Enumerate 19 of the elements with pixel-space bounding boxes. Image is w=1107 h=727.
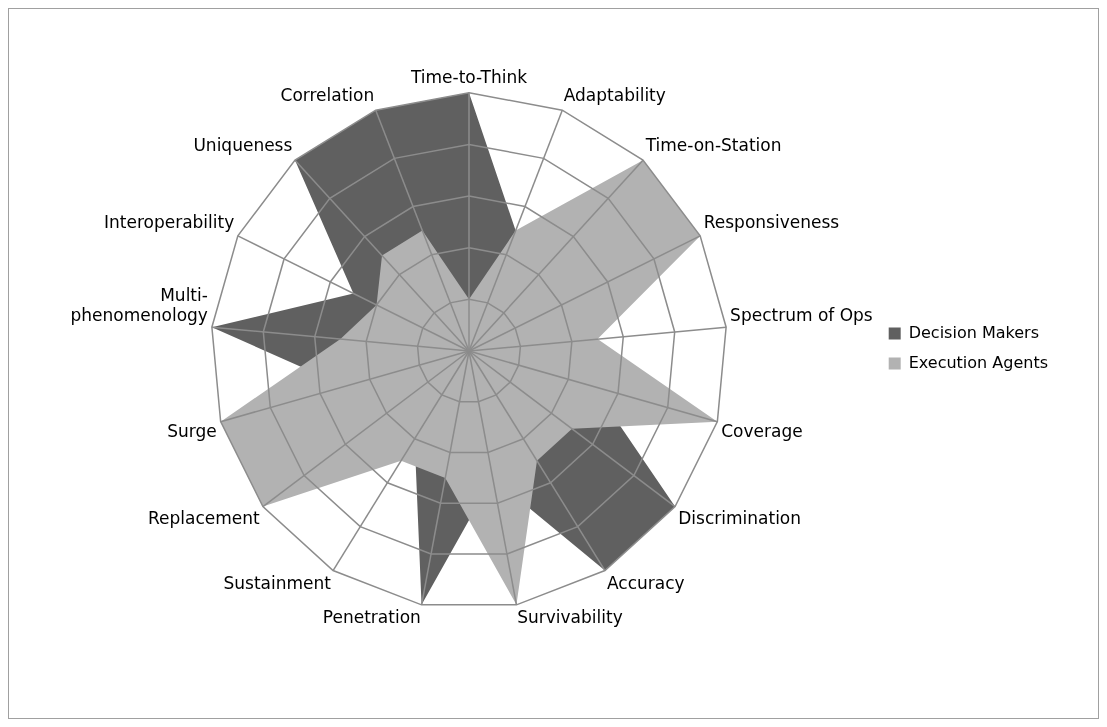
spoke-label: Multi-phenomenology [70,284,208,326]
spoke-label: Interoperability [103,212,235,233]
spoke-label: Uniqueness [193,135,293,156]
spoke-label: Survivability [517,607,623,628]
spoke-label: Penetration [322,607,421,628]
legend-label: Execution Agents [908,352,1048,372]
spoke-label: Adaptability [563,84,666,105]
spoke-label: Replacement [148,507,261,528]
spoke-label: Surge [167,421,217,442]
spoke-label: Accuracy [607,572,685,593]
spoke-label: Time-on-Station [644,135,782,156]
spoke-label: Sustainment [223,572,332,593]
spoke-label: Coverage [721,421,803,442]
spoke-label: Time-to-Think [409,67,528,87]
spoke-label: Correlation [280,84,375,105]
spoke-label: Discrimination [678,507,802,528]
spoke-label: Spectrum of Ops [730,305,873,326]
spoke-label: Responsiveness [703,212,840,233]
legend-label: Decision Makers [908,322,1039,342]
